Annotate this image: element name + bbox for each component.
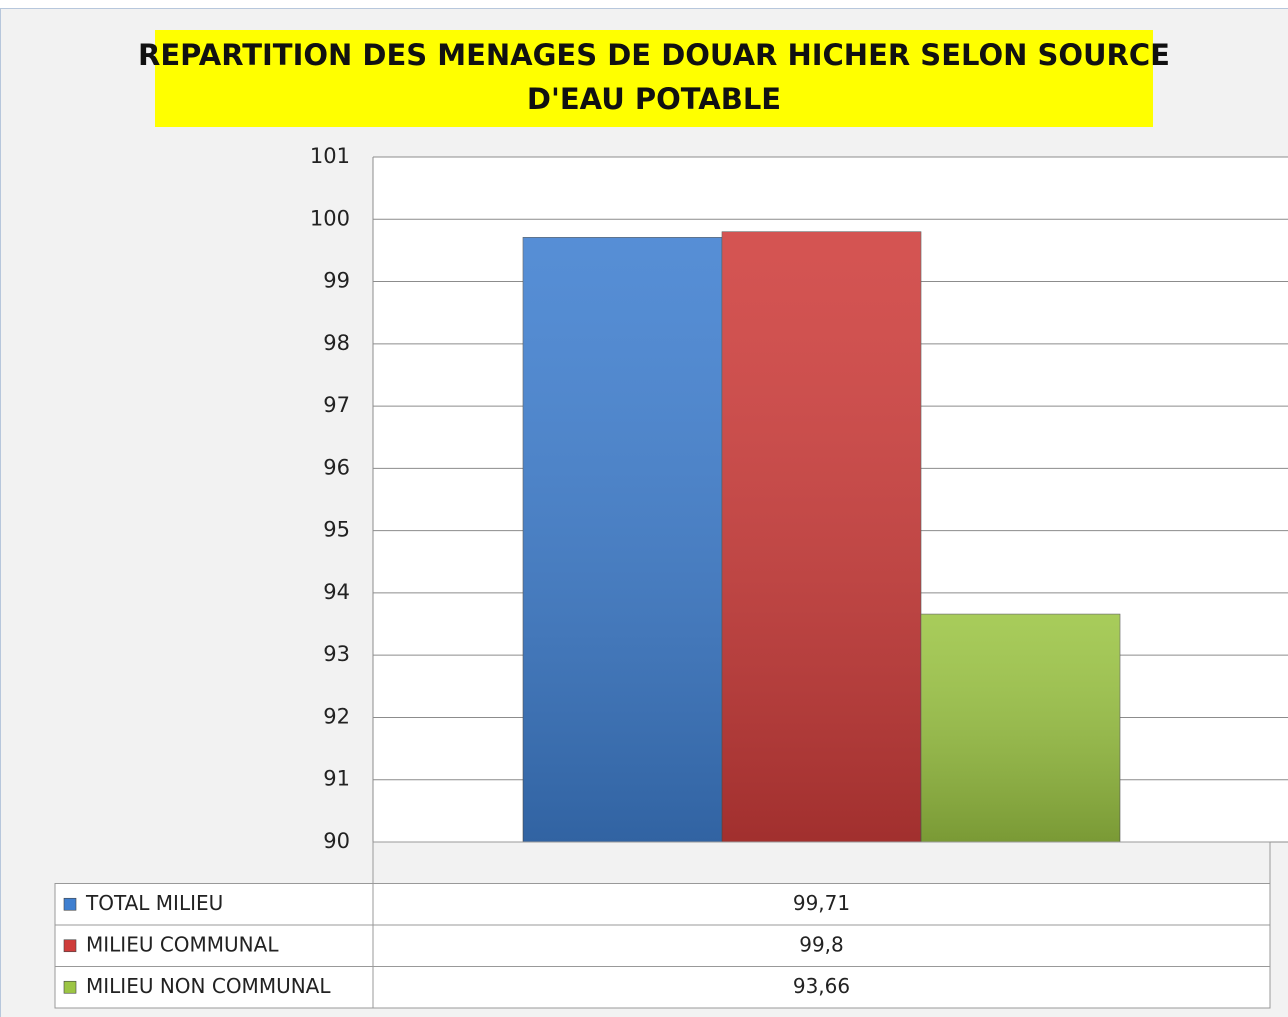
y-tick-label: 95 [323,518,350,542]
legend-key [63,980,77,994]
y-tick-label: 91 [323,767,350,791]
value-label: 93,66 [793,974,850,998]
value-label: 99,71 [793,891,850,915]
y-tick-label: 100 [310,206,350,230]
legend-label: MILIEU COMMUNAL [86,932,279,956]
legend-label: TOTAL MILIEU [85,891,223,915]
y-tick-label: 96 [323,455,350,479]
table-name-cell [54,883,374,926]
y-tick-label: 97 [323,393,350,417]
y-tick-label: 93 [323,642,350,666]
y-tick-label: 90 [323,829,350,853]
y-tick-label: 98 [323,331,350,355]
table-name-cell [54,924,374,967]
y-tick-label: 92 [323,704,350,728]
bar-shade [722,231,921,842]
y-tick-label: 101 [310,144,350,168]
table-name-cell [54,966,374,1009]
chart-title: D'EAU POTABLE [527,82,781,116]
table-value-cell [372,924,1271,967]
legend-key [63,939,77,953]
y-tick-label: 99 [323,269,350,293]
table-value-cell [372,883,1271,926]
legend-key [63,897,77,911]
title-box [155,30,1153,127]
table-header-cell [372,841,1271,884]
value-label: 99,8 [799,932,844,956]
bar-shade [921,614,1120,842]
y-tick-label: 94 [323,580,350,604]
table-value-cell [372,966,1271,1009]
bar-shade [523,237,722,843]
legend-label: MILIEU NON COMMUNAL [86,974,331,998]
chart-title: REPARTITION DES MENAGES DE DOUAR HICHER … [138,38,1170,72]
